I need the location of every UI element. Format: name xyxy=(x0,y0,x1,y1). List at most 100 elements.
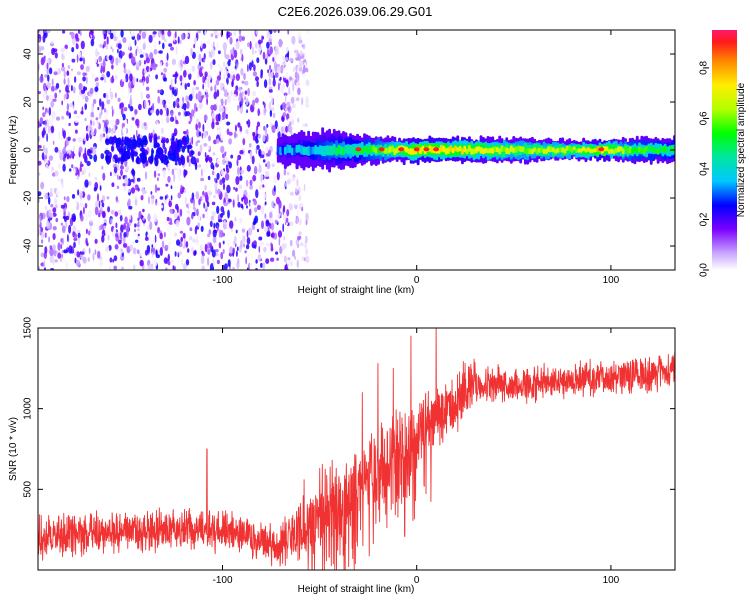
spectrogram-noise-cell xyxy=(147,107,153,116)
spectrogram-signal-cell xyxy=(535,148,539,155)
spectrogram-noise-cell xyxy=(254,50,257,54)
spectrogram-noise-cell xyxy=(305,190,307,195)
spectrogram-noise-cell xyxy=(75,42,78,48)
spectrogram-noise-cell xyxy=(265,51,268,59)
spectrogram-noise-cell xyxy=(198,121,201,129)
spectrogram-noise-cell xyxy=(122,37,127,43)
spectrogram-noise-cell xyxy=(77,98,80,103)
spectrogram-noise-cell xyxy=(304,123,308,127)
spectrogram-noise-cell xyxy=(305,79,310,87)
spectrogram-noise-cell xyxy=(216,172,220,180)
spectrogram-signal-cell xyxy=(461,148,464,155)
spectrogram-noise-cell xyxy=(226,184,231,194)
spectrogram-signal-cell xyxy=(281,145,285,154)
spectrogram-noise-cell xyxy=(157,89,160,94)
spectrogram-noise-cell xyxy=(179,115,182,119)
spectrogram-noise-cell xyxy=(215,186,217,195)
spectrogram-noise-cell xyxy=(305,212,309,221)
spectrogram-noise-cell xyxy=(230,90,233,97)
spectrogram-noise-cell xyxy=(80,161,83,166)
spectrogram-noise-cell xyxy=(69,168,72,172)
spectrogram-noise-cell xyxy=(150,109,154,114)
spectrogram-noise-cell xyxy=(179,39,182,45)
spectrogram-noise-cell xyxy=(78,237,81,246)
spectrogram-noise-cell xyxy=(136,129,138,138)
spectrogram-noise-cell xyxy=(143,100,147,108)
spectrogram-noise-cell xyxy=(294,198,298,206)
spectrogram-noise-cell xyxy=(198,101,203,110)
spectrogram-signal-cell xyxy=(626,148,630,154)
spectrogram-signal-cell xyxy=(370,144,373,153)
spectrogram-noise-cell xyxy=(87,209,92,218)
spectrogram-noise-cell xyxy=(209,242,213,249)
spectrogram-noise-cell xyxy=(82,57,86,65)
spectrogram-noise-cell xyxy=(227,259,231,267)
spectrogram-noise-cell xyxy=(90,30,94,36)
spectrogram-noise-cell xyxy=(167,267,171,270)
spectrogram-noise-cell xyxy=(116,185,120,189)
spectrogram-noise-cell xyxy=(115,137,122,147)
spectrogram-noise-cell xyxy=(154,184,158,193)
spectrogram-signal-cell xyxy=(528,148,532,155)
spectrogram-noise-cell xyxy=(298,194,302,202)
snr-ylabel: SNR (10 * v/v) xyxy=(8,417,19,481)
spectrogram-noise-cell xyxy=(142,151,146,158)
spectrogram-noise-cell xyxy=(79,57,83,62)
spectrogram-noise-cell xyxy=(122,183,126,187)
spectrogram-noise-cell xyxy=(175,99,179,106)
spectrogram-noise-cell xyxy=(71,164,74,169)
spectrogram-noise-cell xyxy=(266,231,271,237)
spectrogram-noise-cell xyxy=(177,132,181,138)
spectrogram-noise-cell xyxy=(97,250,101,259)
spectrogram-signal-cell xyxy=(586,147,590,152)
spectrogram-noise-cell xyxy=(250,57,255,62)
spectrogram-noise-cell xyxy=(195,141,198,147)
spectrogram-noise-cell xyxy=(63,70,66,79)
spectrogram-noise-cell xyxy=(200,177,205,182)
spectrogram-signal-cell xyxy=(283,146,287,155)
spectrogram-noise-cell xyxy=(69,31,73,36)
spectrogram-noise-cell xyxy=(75,129,78,134)
spectrogram-noise-cell xyxy=(279,76,282,81)
spectrogram-signal-cell xyxy=(540,147,544,153)
spectrogram-noise-cell xyxy=(123,107,128,112)
spectrogram-noise-cell xyxy=(266,133,269,142)
spectrogram-noise-cell xyxy=(179,230,184,234)
spectrogram-noise-cell xyxy=(155,108,160,116)
spectrogram-noise-cell xyxy=(281,61,286,66)
spectrogram-noise-cell xyxy=(149,221,153,231)
spectrogram-noise-cell xyxy=(237,104,239,112)
spectrogram-noise-cell xyxy=(137,165,141,169)
spectrogram-signal-cell xyxy=(302,146,306,156)
spectrogram-noise-cell xyxy=(51,78,54,86)
spectrogram-signal-cell xyxy=(484,147,488,154)
spectrogram-noise-cell xyxy=(95,81,100,88)
spectrogram-noise-cell xyxy=(208,158,213,162)
spectrogram-noise-cell xyxy=(57,177,61,183)
spectrogram-noise-cell xyxy=(182,232,186,239)
spectrogram-signal-cell xyxy=(593,148,597,153)
spectrogram-noise-cell xyxy=(114,92,117,99)
spectrogram-noise-cell xyxy=(150,246,156,255)
spectrogram-noise-cell xyxy=(123,231,127,238)
spectrogram-noise-cell xyxy=(66,196,70,203)
spectrogram-noise-cell xyxy=(188,200,191,209)
spectrogram-noise-cell xyxy=(294,224,298,232)
spectrogram-noise-cell xyxy=(48,155,54,161)
spectrogram-signal-cell xyxy=(395,147,399,154)
spectrogram-noise-cell xyxy=(52,98,57,102)
spectrogram-noise-cell xyxy=(197,30,202,34)
spectrogram-noise-cell xyxy=(177,43,181,50)
spectrogram-noise-cell xyxy=(156,122,160,132)
spectrogram-noise-cell xyxy=(213,170,216,176)
spectrogram-noise-cell xyxy=(144,236,149,241)
spectrogram-noise-cell xyxy=(40,181,45,190)
spectrogram-noise-cell xyxy=(235,85,239,91)
spectrogram-noise-cell xyxy=(246,267,249,270)
spectrogram-signal-cell xyxy=(279,146,283,156)
spectrogram-noise-cell xyxy=(134,39,137,46)
spectrogram-signal-cell xyxy=(360,147,364,155)
spectrogram-noise-cell xyxy=(221,107,225,113)
colorbar-tick-label: 0.2 xyxy=(699,212,710,226)
spectrogram-noise-cell xyxy=(83,167,86,175)
